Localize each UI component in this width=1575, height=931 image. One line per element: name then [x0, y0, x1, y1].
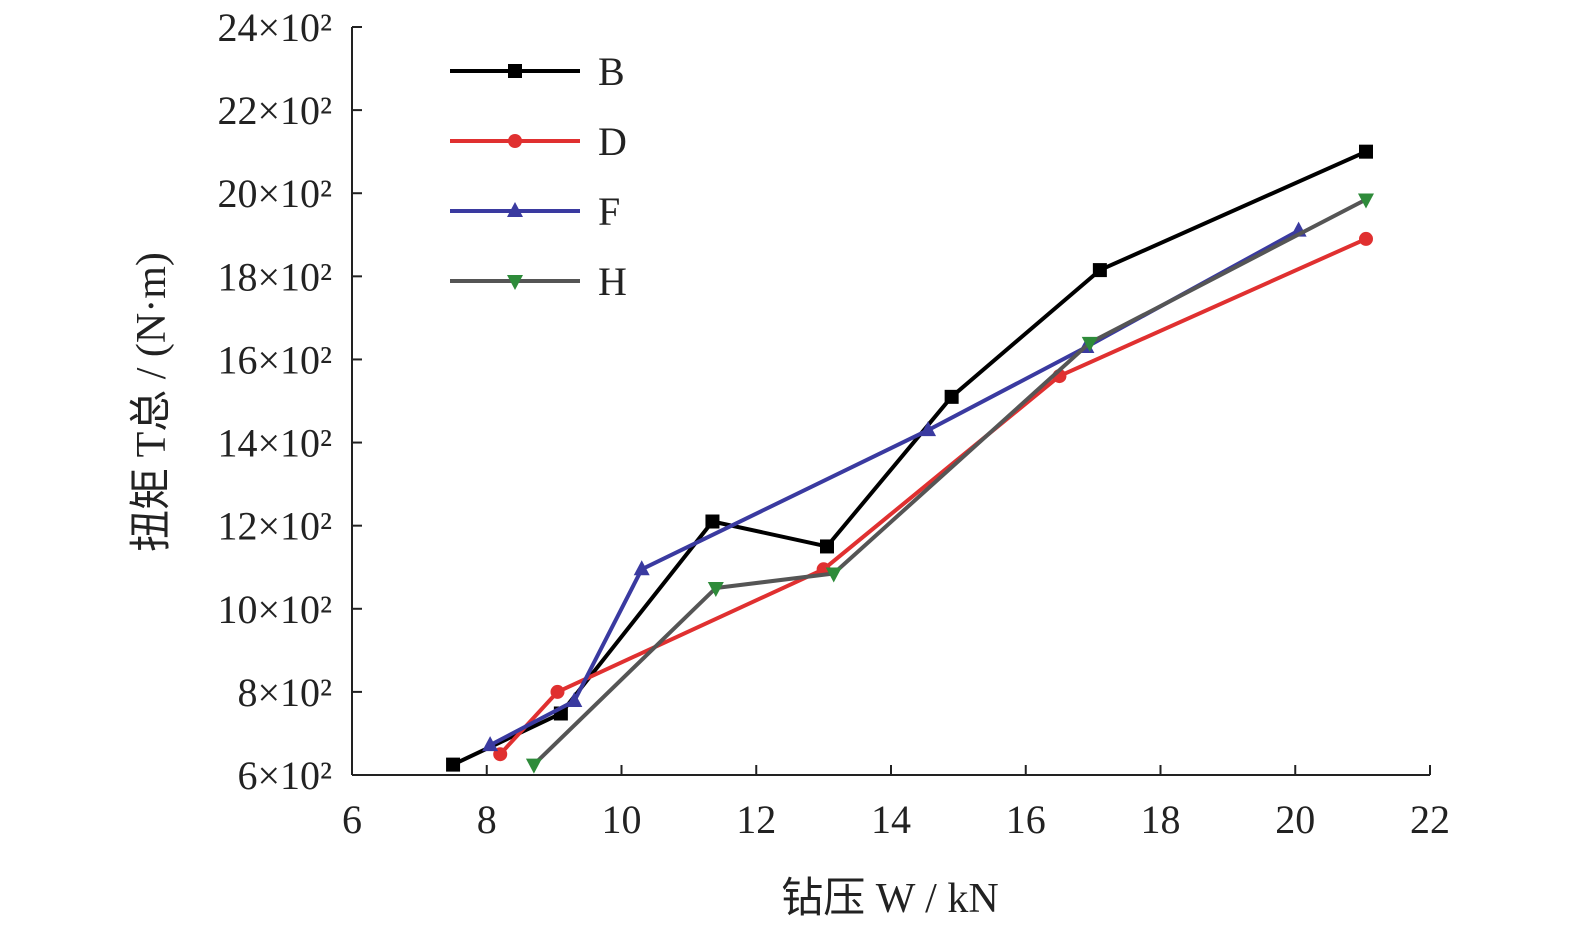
legend-label: F — [598, 189, 620, 234]
legend-swatch-marker — [508, 64, 522, 78]
y-tick-label: 22×10² — [217, 88, 332, 133]
y-tick-label: 12×10² — [217, 504, 332, 549]
x-tick-label: 10 — [602, 797, 642, 842]
y-tick-label: 8×10² — [237, 670, 332, 715]
series-f-point — [920, 421, 937, 437]
series-d — [493, 231, 1373, 762]
series-b-point — [819, 539, 834, 554]
legend-swatch-marker — [508, 134, 522, 148]
legend-label: D — [598, 119, 627, 164]
series-f-point — [633, 560, 650, 576]
x-axis-title: 钻压 W / kN — [781, 876, 998, 922]
x-tick-label: 16 — [1006, 797, 1046, 842]
y-tick-label: 16×10² — [217, 337, 332, 382]
y-tick-label: 24×10² — [217, 5, 332, 50]
series-h-point — [525, 758, 542, 774]
series-h-point — [1357, 193, 1374, 209]
x-tick-label: 18 — [1141, 797, 1181, 842]
series-h-point — [1081, 336, 1098, 352]
x-tick-label: 22 — [1410, 797, 1450, 842]
axes: 6 8 10 12 14 16 18 20 22 6×10² 8×10² 10×10² 12×10² 14… — [217, 5, 1450, 842]
series-b-point — [705, 514, 720, 529]
legend-swatch-marker — [507, 275, 523, 290]
series-h — [525, 193, 1374, 774]
legend-label: H — [598, 259, 627, 304]
legend-swatch-marker — [507, 202, 523, 217]
y-tick-label: 18×10² — [217, 254, 332, 299]
legend-item-h: H — [450, 259, 627, 304]
series-d-point — [550, 684, 565, 699]
series-d-line — [498, 237, 1367, 756]
x-tick-label: 20 — [1275, 797, 1315, 842]
y-axis-title: 扭矩 T总 / (N·m) — [129, 252, 175, 552]
y-tick-label: 20×10² — [217, 171, 332, 216]
series-h-line — [532, 197, 1367, 767]
series-h-point — [825, 567, 842, 583]
y-tick-label: 6×10² — [237, 753, 332, 798]
legend-item-d: D — [450, 119, 627, 164]
series-b-point — [1092, 263, 1107, 278]
series-b-point — [944, 389, 959, 404]
legend-item-f: F — [450, 189, 620, 234]
legend-label: B — [598, 49, 625, 94]
series-b-point — [1358, 144, 1373, 159]
y-tick-label: 10×10² — [217, 587, 332, 632]
x-tick-label: 12 — [736, 797, 776, 842]
series-f-point — [482, 736, 499, 752]
series-h-point — [707, 582, 724, 597]
series-b-point — [446, 757, 461, 772]
x-tick-label: 6 — [342, 797, 362, 842]
series-f-point — [566, 692, 583, 708]
y-tick-label: 14×10² — [217, 421, 332, 466]
series-b — [446, 144, 1373, 772]
series-layer — [446, 144, 1374, 774]
x-tick-label: 8 — [477, 797, 497, 842]
legend-item-b: B — [450, 49, 625, 94]
series-d-point — [1358, 231, 1373, 246]
x-tick-label: 14 — [871, 797, 911, 842]
